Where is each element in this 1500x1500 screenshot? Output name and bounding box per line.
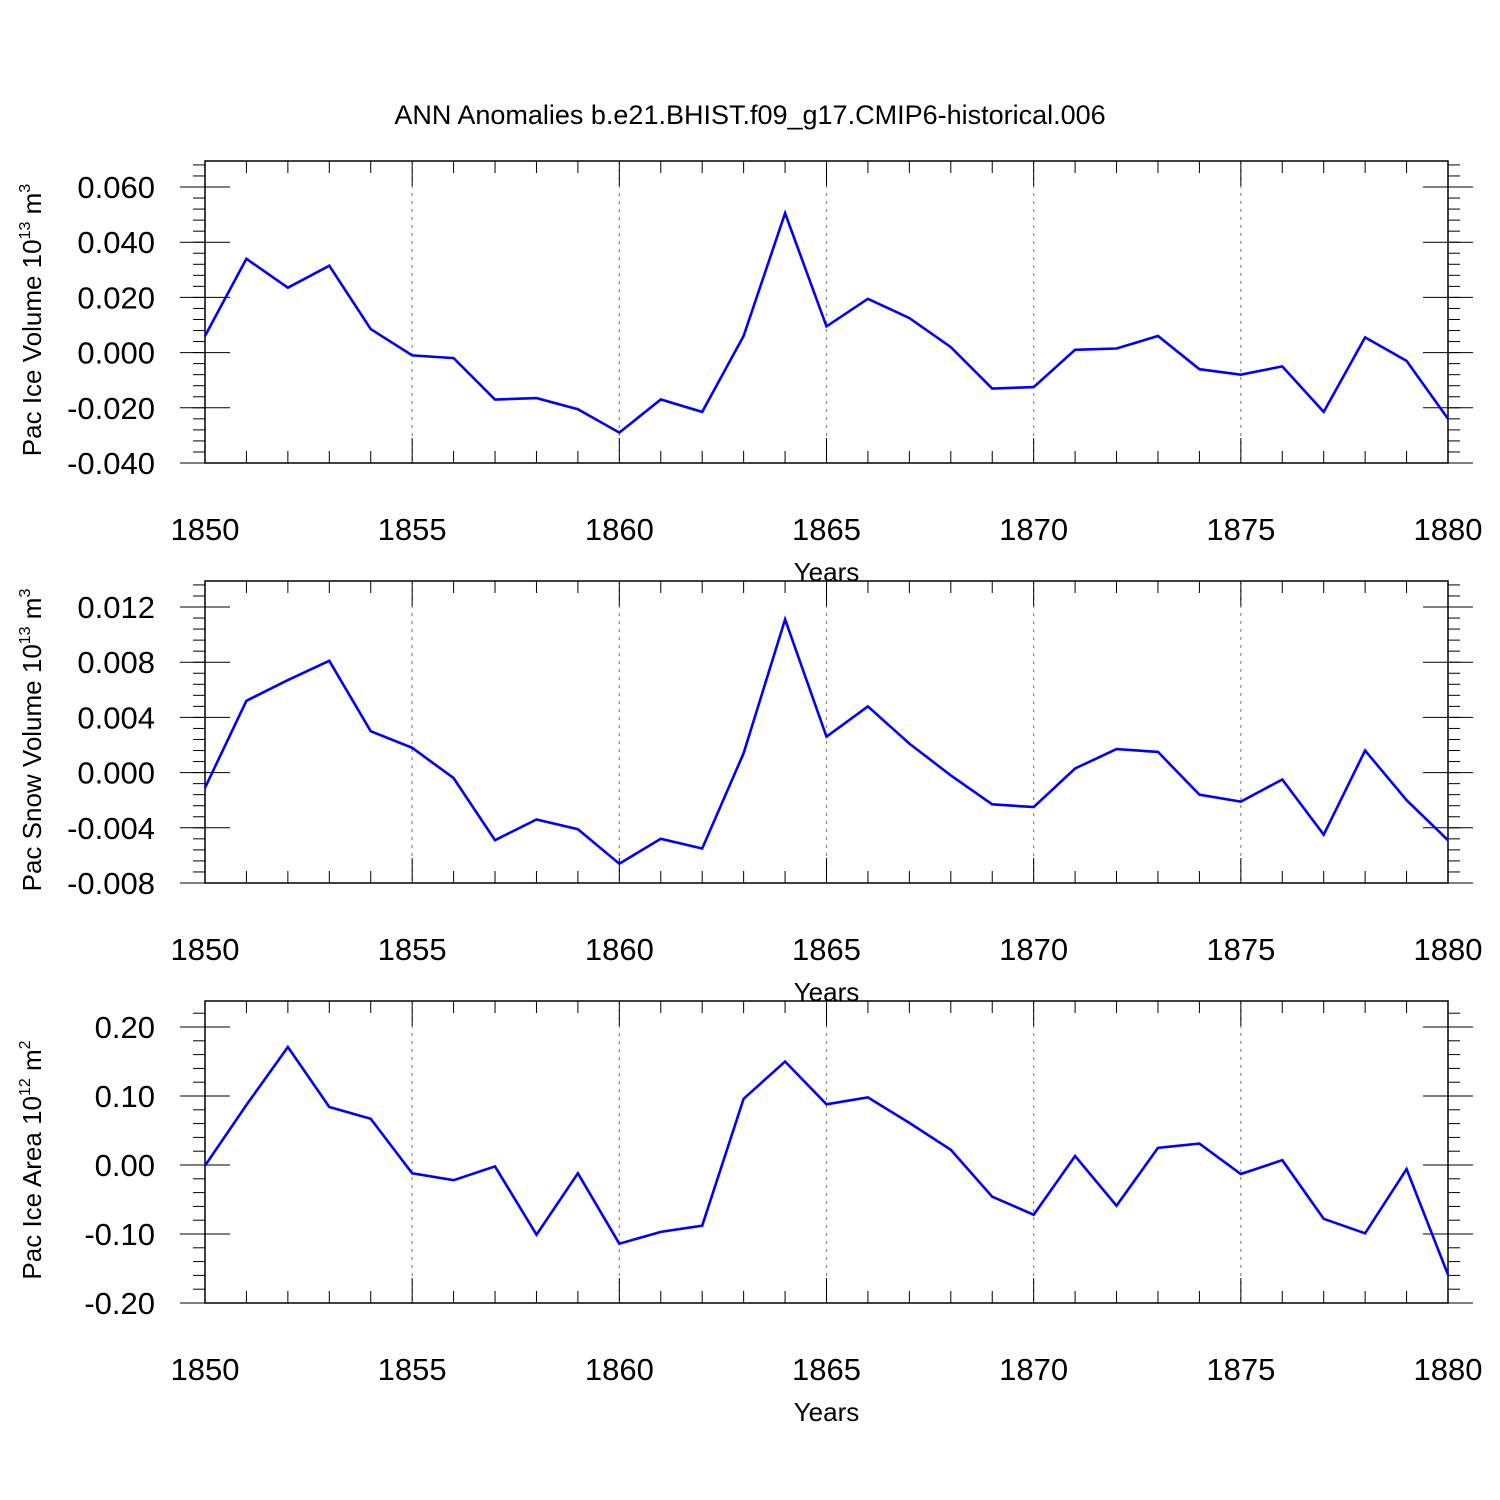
x-axis-label: Years	[794, 1397, 860, 1427]
x-tick-label: 1850	[171, 1352, 240, 1387]
y-tick-label: 0.20	[95, 1010, 155, 1045]
series-line	[203, 1044, 1450, 1276]
y-axis-label-text: Pac Ice Area 10	[17, 1096, 47, 1280]
x-tick-label: 1870	[999, 512, 1068, 547]
y-tick-label: -0.004	[67, 811, 155, 846]
y-tick-label: -0.020	[67, 391, 155, 426]
y-axis-label-exponent: 12	[17, 1078, 34, 1096]
x-tick-label: 1850	[171, 932, 240, 967]
x-tick-label: 1870	[999, 1352, 1068, 1387]
y-axis-label-unit-exponent: 3	[17, 184, 34, 193]
chart-panel-1: 1850 1855 1860 1865 1870 1875 1880Years0.0600.…	[17, 160, 1483, 587]
y-tick-label: 0.10	[95, 1079, 155, 1114]
x-tick-label: 1865	[792, 932, 861, 967]
y-axis-label: Pac Snow Volume 1013 m3	[17, 589, 47, 892]
y-tick-label: 0.060	[77, 170, 155, 205]
x-tick-label: 1870	[999, 932, 1068, 967]
y-axis-label-unit: m	[17, 193, 47, 222]
y-axis-label-text: Pac Ice Volume 10	[17, 239, 47, 456]
y-tick-label: 0.020	[77, 280, 155, 315]
y-tick-label: 0.004	[77, 700, 155, 735]
series-line	[203, 615, 1449, 866]
y-tick-label: 0.000	[77, 336, 155, 371]
y-tick-label: 0.040	[77, 225, 155, 260]
chart-panel-3: 1850 1855 1860 1865 1870 1875 1880 Years 0.20 0.1…	[17, 1000, 1483, 1427]
x-tick-label: 1865	[792, 512, 861, 547]
x-tick-label: 1880	[1414, 1352, 1483, 1387]
y-tick-label: 0.00	[95, 1148, 155, 1183]
x-tick-label: 1860	[585, 512, 654, 547]
figure-title: ANN Anomalies b.e21.BHIST.f09_g17.CMIP6-…	[394, 100, 1105, 130]
chart-panel-2: 1850 1855 1860 1865 1870 1875 1880Years0.0120.…	[17, 580, 1483, 1007]
y-axis-label-text: Pac Snow Volume 10	[17, 644, 47, 891]
x-tick-label: 1860	[585, 1352, 654, 1387]
y-tick-label: 0.000	[77, 756, 155, 791]
y-tick-label: -0.008	[67, 866, 155, 901]
x-tick-label: 1880	[1414, 932, 1483, 967]
y-axis-label-unit-exponent: 2	[17, 1040, 34, 1049]
x-tick-label: 1850	[171, 512, 240, 547]
x-tick-label: 1875	[1206, 932, 1275, 967]
y-tick-label: 0.008	[77, 645, 155, 680]
x-tick-label: 1860	[585, 932, 654, 967]
y-axis-label-unit: m	[17, 598, 47, 627]
y-tick-label: 0.012	[77, 590, 155, 625]
y-axis-label-exponent: 13	[17, 626, 34, 644]
x-tick-label: 1855	[378, 512, 447, 547]
y-axis-label-exponent: 13	[17, 221, 34, 239]
y-axis-label: Pac Ice Volume 1013 m3	[17, 184, 47, 457]
y-axis-label: Pac Ice Area 1012 m2	[17, 1040, 47, 1279]
y-axis-label-unit-exponent: 3	[17, 589, 34, 598]
y-axis-label-unit: m	[17, 1049, 47, 1078]
x-tick-label: 1865	[792, 1352, 861, 1387]
x-tick-label: 1855	[378, 932, 447, 967]
series-line	[203, 209, 1450, 435]
x-tick-label: 1855	[378, 1352, 447, 1387]
y-tick-label: -0.10	[84, 1217, 155, 1252]
x-tick-label: 1875	[1206, 512, 1275, 547]
y-tick-label: -0.20	[84, 1286, 155, 1321]
x-tick-label: 1875	[1206, 1352, 1275, 1387]
x-tick-label: 1880	[1414, 512, 1483, 547]
y-tick-label: -0.040	[67, 446, 155, 481]
